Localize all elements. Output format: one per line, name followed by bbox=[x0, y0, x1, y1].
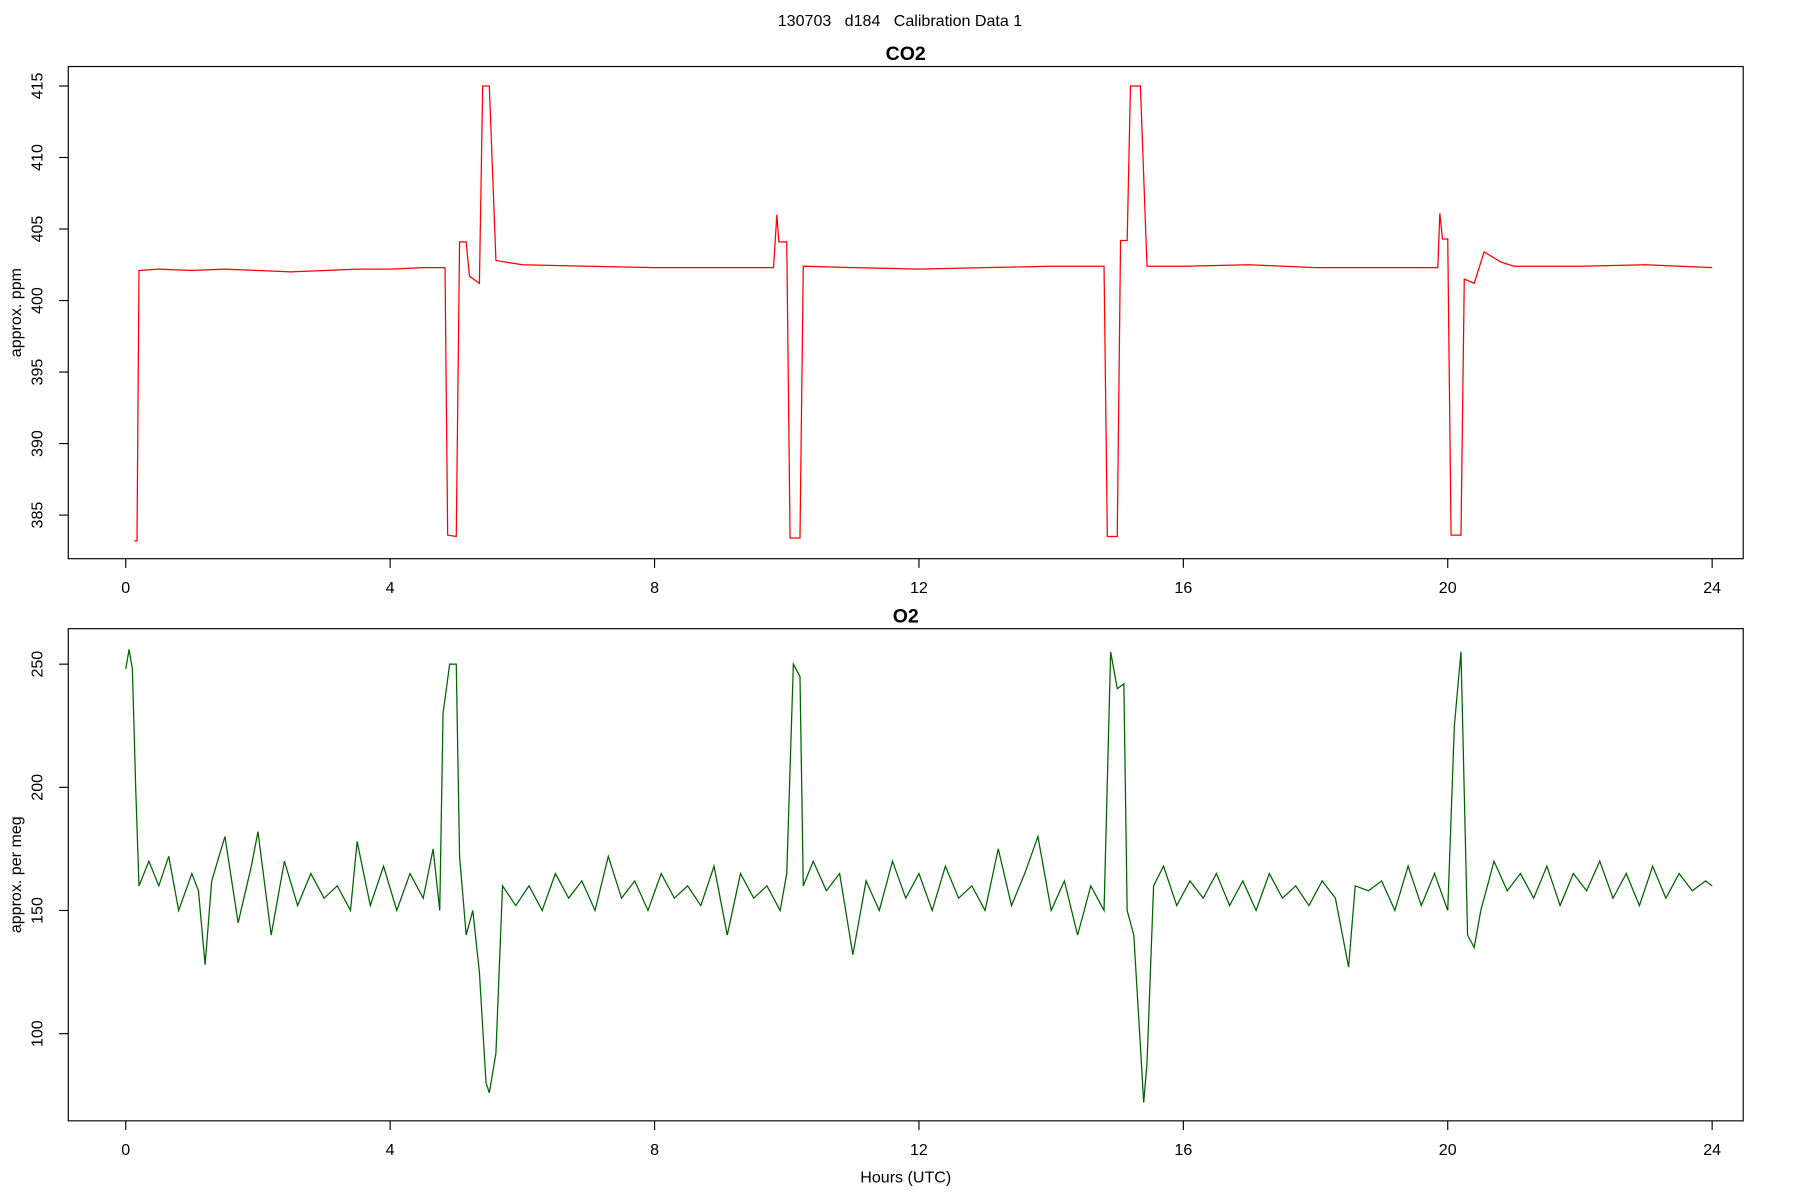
y-tick-label: 410 bbox=[29, 144, 47, 171]
x-tick-label: 8 bbox=[650, 1141, 659, 1159]
y-axis-label: approx. ppm bbox=[7, 268, 25, 357]
x-axis-label: Hours (UTC) bbox=[860, 1168, 951, 1186]
plot-box bbox=[67, 628, 1744, 1122]
y-tick-label: 200 bbox=[29, 774, 47, 801]
y-tick-label: 395 bbox=[29, 359, 47, 386]
x-tick-label: 20 bbox=[1439, 579, 1457, 597]
x-tick-label: 12 bbox=[910, 579, 928, 597]
plot-box bbox=[67, 65, 1744, 560]
x-tick-label: 16 bbox=[1174, 579, 1192, 597]
y-tick-label: 390 bbox=[29, 430, 47, 457]
x-tick-label: 16 bbox=[1174, 1141, 1192, 1159]
y-tick-label: 100 bbox=[29, 1020, 47, 1047]
x-tick-label: 4 bbox=[386, 579, 395, 597]
y-tick-label: 415 bbox=[29, 73, 47, 100]
x-tick-label: 24 bbox=[1703, 579, 1721, 597]
x-tick-label: 24 bbox=[1703, 1141, 1721, 1159]
data-line bbox=[125, 649, 1713, 1103]
x-tick-label: 12 bbox=[910, 1141, 928, 1159]
figure-title: 130703 d184 Calibration Data 1 bbox=[778, 12, 1023, 30]
x-tick-label: 0 bbox=[121, 579, 130, 597]
y-tick-label: 150 bbox=[29, 897, 47, 924]
chart-title: O2 bbox=[893, 605, 919, 627]
x-tick-label: 4 bbox=[386, 1141, 395, 1159]
data-line bbox=[134, 85, 1713, 542]
y-tick-label: 400 bbox=[29, 287, 47, 314]
y-tick-label: 385 bbox=[29, 502, 47, 529]
y-axis-label: approx. per meg bbox=[7, 816, 25, 933]
chart-title: CO2 bbox=[886, 43, 926, 65]
x-tick-label: 8 bbox=[650, 579, 659, 597]
y-tick-label: 405 bbox=[29, 216, 47, 243]
x-tick-label: 20 bbox=[1439, 1141, 1457, 1159]
x-tick-label: 0 bbox=[121, 1141, 130, 1159]
y-tick-label: 250 bbox=[29, 651, 47, 678]
